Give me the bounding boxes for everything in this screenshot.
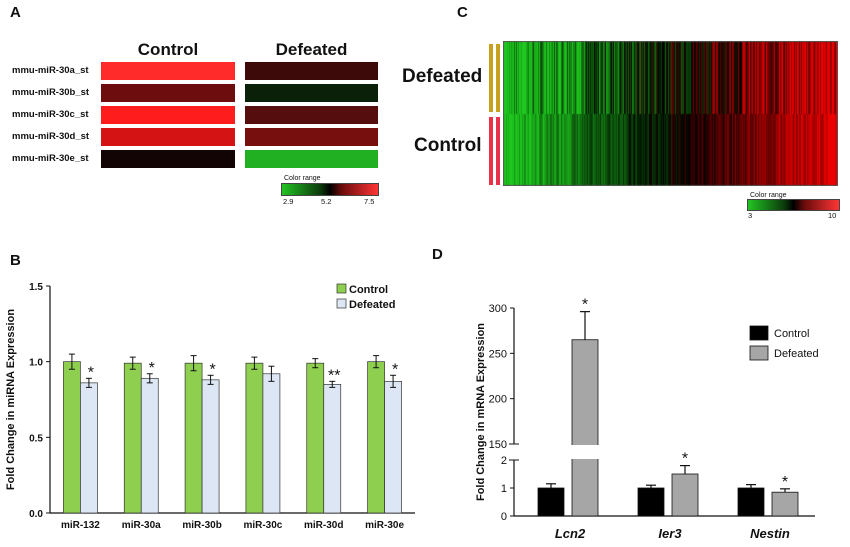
heatmap-a-cell [245,62,378,80]
heatmap-a-cell [101,62,235,80]
legend-label: Control [774,328,809,340]
chart-b: 0.0 0.5 1.0 1.5 Fold Change in miRNA Express… [5,282,415,531]
bar-control [306,362,325,514]
colorbar-c [747,199,840,211]
heatmap-row-label: mmu-miR-30d_st [12,131,90,142]
significance-marker: * [782,474,788,491]
bar-defeated [201,379,220,514]
colorbar-c-tick: 10 [828,211,837,220]
heatmap-a-cell [101,150,235,168]
bar-control [63,361,81,514]
x-tick-label: Nestin [750,526,790,541]
x-tick-label: miR-30e [365,520,404,531]
colorbar-c-tick: 3 [748,211,753,220]
bar-break-gap [571,445,599,459]
bar-control [184,362,203,514]
bar-defeated [771,491,799,517]
significance-marker: * [582,297,588,314]
significance-marker: * [209,361,215,378]
group-bar-control [496,117,500,185]
colorbar-a [281,183,379,196]
significance-marker: ** [328,367,340,384]
bar-defeated [323,384,342,514]
y-tick-label: 1 [501,483,507,495]
panel-c-label: C [457,4,468,21]
heatmap-a-defeated-title: Defeated [275,40,348,59]
bar-control [367,361,385,514]
y-axis-label: Fold Change in miRNA Expression [5,309,17,490]
colorbar-a-tick: 7.5 [364,197,375,206]
legend-label: Control [349,284,388,296]
heatmap-row-label: mmu-miR-30a_st [12,65,89,76]
y-tick-label: 0.5 [29,433,43,444]
heatmap-a-cell [245,84,378,102]
panel-a-label: A [10,4,21,21]
y-tick-label: 1.5 [29,282,43,293]
x-tick-label: Lcn2 [555,526,586,541]
y-axis-label: Fold Change in mRNA Expression [475,323,487,501]
heatmap-a-cell [101,84,235,102]
y-tick-label: 1.0 [29,358,43,369]
bar-control [737,487,765,517]
x-tick-label: miR-30a [122,520,161,531]
colorbar-a-tick: 2.9 [283,197,294,206]
x-tick-label: miR-30d [304,520,343,531]
bar-defeated [384,380,402,514]
panel-d-label: D [432,246,443,263]
x-tick-label: Ier3 [658,526,682,541]
y-tick-label: 150 [489,439,507,451]
heatmap-a-cell [245,128,378,146]
y-tick-label: 300 [489,303,507,315]
panel-b-label: B [10,252,21,269]
y-tick-label: 200 [489,394,507,406]
x-tick-label: miR-132 [61,520,100,531]
bar-control [123,362,142,514]
bar-defeated [262,373,281,514]
heatmap-a-cell [245,106,378,124]
significance-marker: * [682,451,688,468]
bar-defeated [671,473,699,517]
y-tick-label: 0.0 [29,509,43,520]
y-tick-label: 2 [501,455,507,467]
legend-label: Defeated [349,299,395,311]
y-tick-label: 0 [501,511,507,523]
legend-swatch [336,298,347,309]
group-bar-defeated [496,44,500,112]
bar-control [245,362,264,514]
x-tick-label: miR-30c [243,520,282,531]
group-bar-control [489,117,493,185]
heatmap-c [503,41,838,186]
bar-control [637,487,665,517]
heatmap-row-label: mmu-miR-30c_st [12,109,89,120]
heatmap-c-group-defeated: Defeated [402,66,483,87]
heatmap-a-cell [245,150,378,168]
y-tick-label: 250 [489,348,507,360]
heatmap-row-label: mmu-miR-30b_st [12,87,90,98]
x-tick-label: miR-30b [182,520,221,531]
heatmap-a-cell [101,128,235,146]
heatmap-row-label: mmu-miR-30e_st [12,153,89,164]
colorbar-c-title: Color range [750,192,787,199]
significance-marker: * [149,360,155,377]
legend-swatch [749,345,769,361]
colorbar-a-tick: 5.2 [321,197,332,206]
heatmap-a-control-title: Control [137,40,199,59]
legend-label: Defeated [774,348,819,360]
significance-marker: * [88,364,94,381]
bar-control [537,487,565,517]
colorbar-a-title: Color range [284,175,321,182]
heatmap-a-cell [101,106,235,124]
bar-defeated [80,382,98,514]
bar-defeated [140,377,159,514]
legend-swatch [336,283,347,294]
bar-defeated [571,339,599,517]
significance-marker: * [392,361,398,378]
heatmap-c-group-control: Control [414,135,482,156]
group-bar-defeated [489,44,493,112]
legend-swatch [749,325,769,341]
